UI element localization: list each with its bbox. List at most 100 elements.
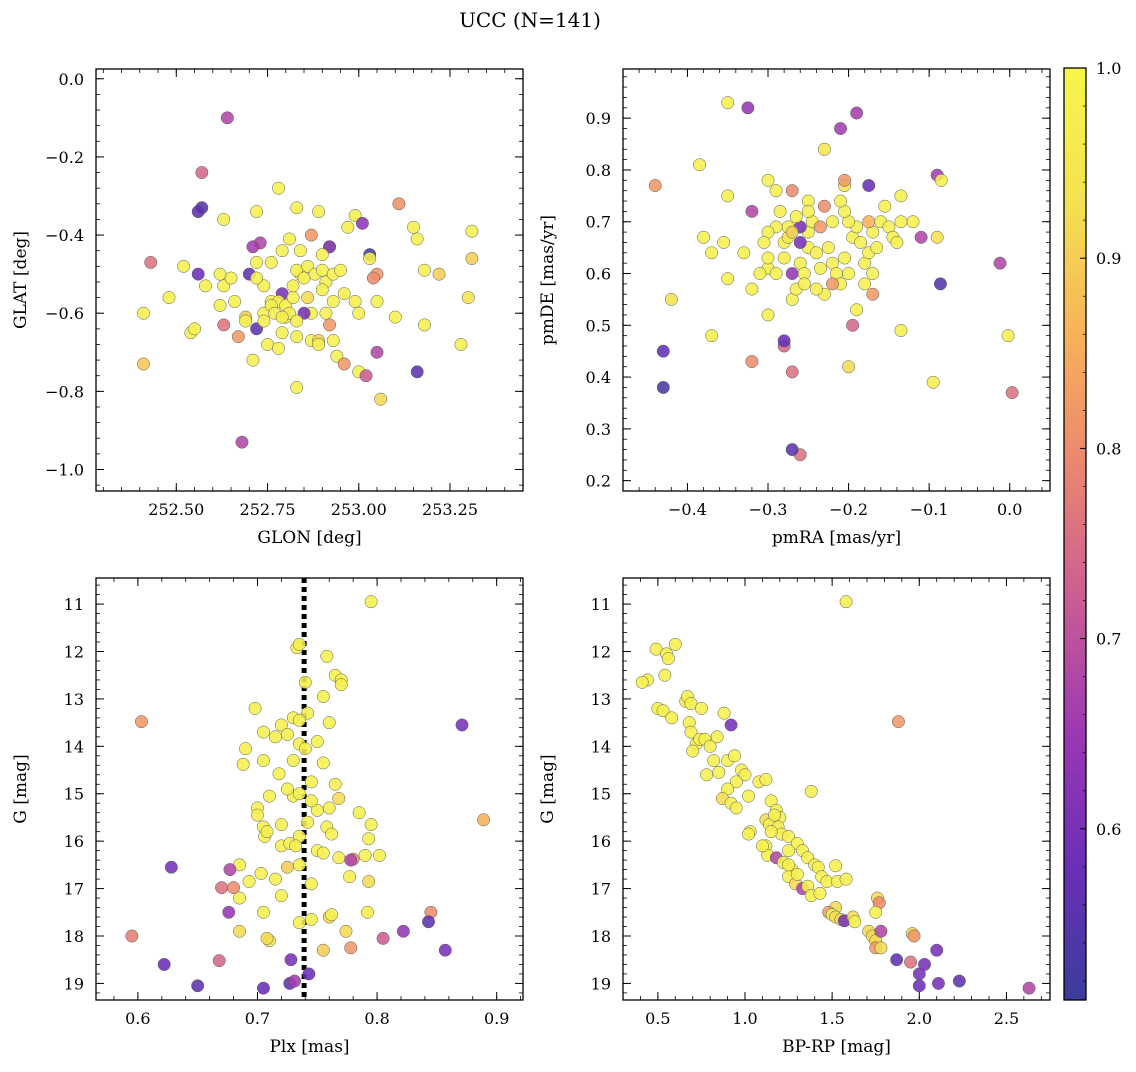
data-point [813,220,827,234]
data-point [228,295,242,308]
x-tick-label: 1.0 [732,1009,757,1028]
data-point [658,668,672,682]
data-point [280,860,294,874]
data-point [930,943,944,957]
data-point [782,844,796,858]
y-tick-label: 0.0 [59,70,84,89]
colorbar-tick-label: 0.7 [1096,630,1121,649]
data-point [809,282,823,296]
data-point [319,306,333,320]
data-point [315,248,329,262]
data-point [717,236,731,249]
data-point [304,794,318,808]
data-point [248,701,262,715]
data-point [304,877,318,891]
data-point [304,775,318,789]
x-tick-label: 0.8 [364,1009,389,1028]
data-point [217,212,231,226]
data-point [312,205,326,219]
y-axis-label: GLAT [deg] [11,231,31,329]
data-point [246,353,260,367]
data-point [933,277,947,291]
data-point [834,194,847,208]
data-point [418,318,431,332]
data-point [890,236,904,249]
data-point [422,915,435,929]
data-point [465,224,479,238]
data-point [246,240,260,254]
data-point [364,818,378,832]
points-bprp-g [635,595,1036,995]
data-point [363,252,377,265]
data-point [761,251,775,265]
data-point [286,754,300,768]
data-point [302,967,316,981]
y-tick-label: −0.8 [45,382,84,401]
data-point [817,142,831,156]
data-point [418,263,431,277]
y-tick-label: 0.8 [586,161,611,180]
data-point [388,310,402,324]
y-tick-label: 16 [591,832,611,851]
data-point [316,756,330,770]
data-point [848,915,862,929]
data-point [894,189,908,203]
data-point [785,267,799,280]
data-point [769,184,783,198]
data-point [323,318,337,332]
data-point [328,777,342,791]
y-tick-label: −0.6 [45,304,84,323]
data-point [136,357,150,371]
data-point [724,718,738,732]
data-point [785,225,799,239]
data-point [264,255,278,269]
data-point [785,365,799,379]
data-point [700,768,714,782]
data-point [191,205,205,219]
axes-frame [622,577,1051,1001]
data-point [233,924,246,938]
data-point [352,306,366,320]
data-point [227,881,240,895]
data-point [286,291,300,305]
data-point [275,326,289,340]
data-point [220,111,234,125]
colorbar-gradient [1063,67,1087,1001]
axes-frame [95,68,524,492]
data-point [316,846,330,860]
data-point [289,839,303,853]
data-point [224,271,238,285]
data-point [930,230,944,244]
y-tick-label: 14 [591,737,611,756]
data-point [932,976,945,990]
data-point [705,246,719,260]
y-tick-label: 0.4 [586,368,611,387]
data-point [274,818,288,832]
data-point [785,184,799,198]
data-point [251,808,264,822]
data-point [839,595,853,609]
data-point [793,236,807,249]
data-point [813,886,827,900]
x-tick-label: 0.7 [245,1009,270,1028]
data-point [826,277,839,291]
data-point [260,931,274,945]
x-tick-label: 253.00 [331,500,387,519]
colorbar-tick-label: 1.0 [1096,59,1121,78]
data-point [290,381,304,394]
data-point [741,101,755,115]
data-point [195,166,209,179]
data-point [326,295,340,308]
data-point [312,338,326,351]
y-tick-label: 0.6 [586,265,611,284]
data-point [376,931,390,945]
data-point [664,292,678,306]
data-point [742,827,755,841]
data-point [410,365,424,379]
x-axis-label: pmRA [mas/yr] [772,528,901,548]
x-tick-label: 252.50 [148,500,204,519]
data-point [164,860,178,874]
data-point [894,324,908,337]
data-point [239,742,252,756]
data-point [231,330,245,344]
